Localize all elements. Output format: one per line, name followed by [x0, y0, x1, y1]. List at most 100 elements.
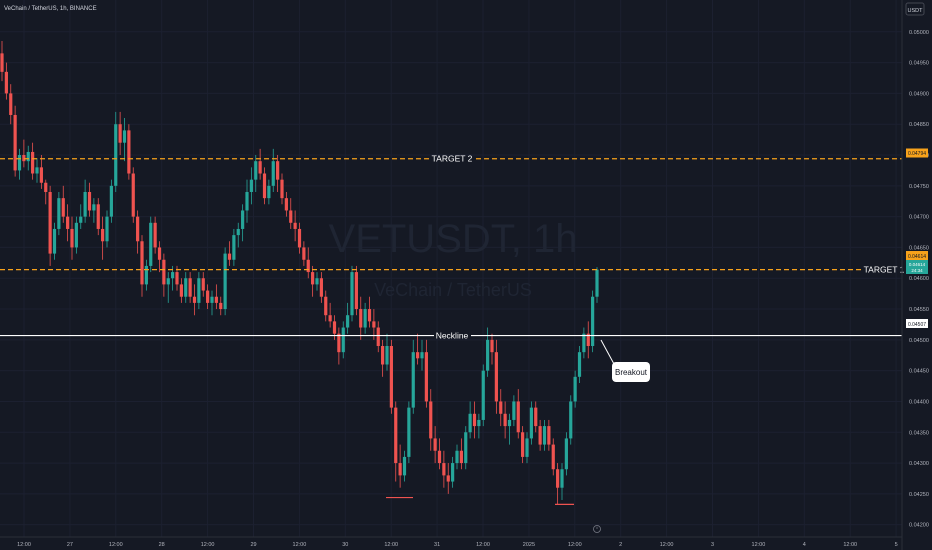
grid: [0, 0, 902, 537]
price-tag-target2: 0.04794: [906, 148, 928, 158]
price-tag-neckline-text: 0.04507: [908, 322, 926, 328]
candle-body: [17, 155, 22, 171]
candle-body: [175, 272, 179, 285]
candle-body: [227, 253, 232, 260]
last-price-tag: 0.04614 24:34: [906, 260, 928, 274]
candle-body: [490, 339, 494, 353]
x-tick-label: 12:00: [476, 542, 490, 548]
candle-body: [499, 401, 503, 414]
candle-body: [319, 278, 323, 297]
candle-body: [521, 432, 525, 457]
time-axis[interactable]: 12:00 27 12:00 28 12:00 29 12:00 30 12:00 31 12:00…: [17, 542, 898, 548]
candle-body: [13, 114, 17, 171]
candle-body: [70, 228, 74, 248]
y-tick-label: 0.04250: [909, 492, 929, 498]
candle-body: [556, 469, 560, 488]
x-tick-label: 12:00: [660, 542, 674, 548]
candle-body: [249, 179, 253, 192]
y-tick-label: 0.04550: [909, 307, 929, 313]
candle-body: [324, 296, 328, 316]
candle-body: [503, 413, 507, 427]
candle-body: [157, 247, 162, 260]
x-tick-label: 4: [803, 542, 806, 548]
candle-body: [420, 352, 424, 359]
price-tag-target2-text: 0.04794: [908, 151, 926, 157]
currency-button[interactable]: [905, 2, 925, 16]
x-tick-label: 28: [159, 542, 165, 548]
candle-body: [564, 438, 568, 470]
price-axis[interactable]: 0.050000.049500.049000.048500.048000.047…: [909, 30, 929, 529]
candle-body: [9, 93, 13, 115]
x-tick-label: 27: [67, 542, 73, 548]
candle-body: [245, 191, 249, 211]
candle-body: [96, 204, 100, 229]
candles: [0, 41, 599, 505]
candle-body: [162, 259, 166, 285]
candle-body: [31, 151, 35, 174]
candle-body: [354, 272, 358, 310]
candle-body: [376, 327, 380, 347]
candle-body: [311, 272, 315, 285]
breakout-box: [612, 362, 650, 382]
candle-body: [367, 309, 372, 322]
candle-body: [79, 216, 83, 223]
last-price-text: 0.04614: [909, 262, 926, 267]
candle-body: [114, 124, 118, 186]
candle-body: [337, 333, 341, 353]
candle-body: [254, 161, 258, 180]
y-tick-label: 0.04950: [909, 61, 929, 67]
candle-body: [398, 463, 402, 476]
candle-body: [210, 296, 214, 303]
x-tick-label: 12:00: [843, 542, 857, 548]
candle-body: [48, 191, 52, 254]
candle-body: [346, 315, 350, 328]
candle-body: [385, 346, 389, 365]
candle-body: [66, 216, 70, 229]
x-tick-label: 12:00: [17, 542, 31, 548]
candle-body: [468, 413, 472, 433]
candle-body: [144, 265, 148, 285]
chart-title: VeChain / TetherUS, 1h, BINANCE: [4, 6, 97, 12]
candle-body: [197, 278, 201, 303]
candle-body: [569, 401, 573, 439]
candle-body: [232, 235, 236, 260]
candle-body: [166, 278, 170, 285]
candle-body: [39, 167, 43, 183]
candle-body: [109, 185, 113, 217]
candle-body: [0, 53, 4, 72]
candle-body: [61, 198, 65, 217]
candle-body: [577, 352, 582, 377]
price-tag-target1: 0.04614: [906, 251, 928, 260]
y-tick-label: 0.04350: [909, 430, 929, 436]
watermark-symbol: VETUSDT, 1h: [329, 217, 578, 261]
candle-body: [525, 438, 529, 457]
candle-body: [446, 475, 450, 482]
x-tick-label: 12:00: [201, 542, 215, 548]
candle-body: [188, 278, 192, 297]
candle-body: [223, 253, 227, 310]
target1-label: TARGET 1: [864, 265, 905, 275]
candle-body: [140, 241, 144, 285]
candle-body: [92, 204, 96, 211]
x-tick-label: 12:00: [293, 542, 307, 548]
candle-body: [455, 450, 459, 464]
x-tick-label: 31: [434, 542, 440, 548]
candle-body: [171, 272, 175, 279]
candle-body: [271, 161, 275, 186]
x-tick-label: 12:00: [109, 542, 123, 548]
candle-body: [26, 151, 30, 162]
y-tick-label: 0.04200: [909, 523, 929, 529]
candle-body: [83, 191, 87, 217]
candle-body: [35, 167, 39, 174]
candle-body: [87, 191, 92, 211]
candle-body: [4, 71, 8, 94]
x-tick-label: 30: [342, 542, 348, 548]
candle-body: [437, 450, 442, 464]
candle-body: [192, 296, 197, 303]
timezone-button[interactable]: [593, 525, 601, 533]
x-tick-label: 2025: [523, 542, 535, 548]
candle-body: [411, 352, 415, 408]
x-tick-label: 12:00: [568, 542, 582, 548]
candle-body: [486, 339, 490, 371]
